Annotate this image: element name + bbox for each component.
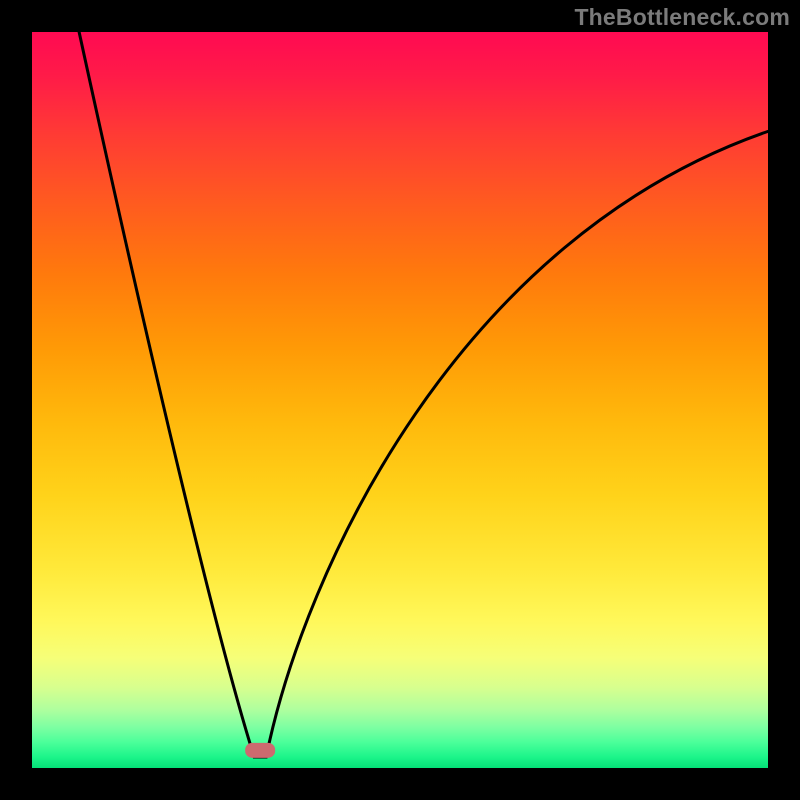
plot-area [32, 32, 768, 768]
bottleneck-chart [0, 0, 800, 800]
watermark-label: TheBottleneck.com [574, 4, 790, 31]
chart-container: TheBottleneck.com [0, 0, 800, 800]
optimal-marker [245, 743, 275, 758]
